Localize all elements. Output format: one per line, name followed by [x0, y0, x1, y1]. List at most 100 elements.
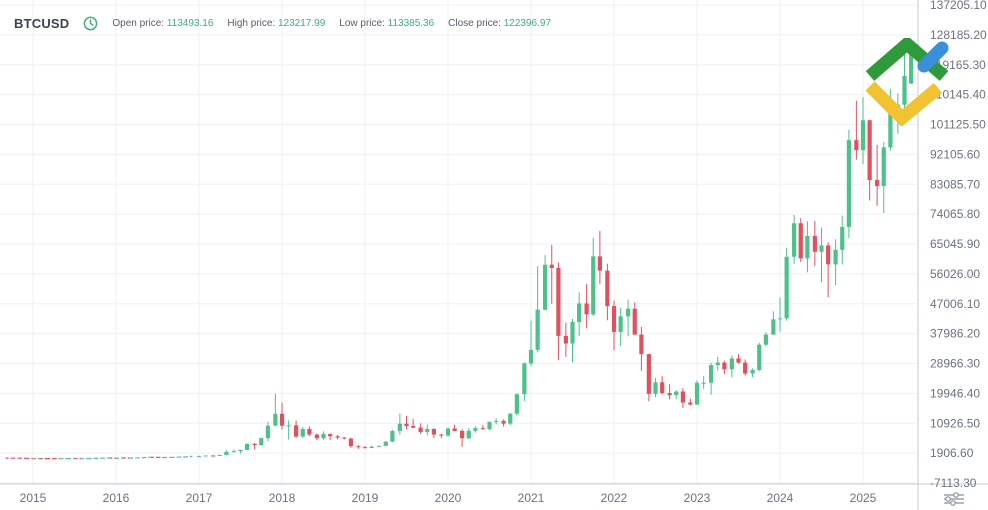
candle-body[interactable]	[846, 140, 851, 227]
candle-body[interactable]	[763, 334, 768, 345]
candle-body[interactable]	[549, 264, 554, 268]
candle-body[interactable]	[736, 358, 741, 363]
candle-body[interactable]	[348, 438, 353, 447]
candle-body[interactable]	[680, 391, 685, 403]
candle-body[interactable]	[653, 382, 658, 394]
candle-body[interactable]	[294, 425, 299, 437]
candle-body[interactable]	[854, 140, 859, 151]
candle-body[interactable]	[784, 256, 789, 319]
candle-body[interactable]	[688, 402, 693, 405]
candle-body[interactable]	[445, 428, 451, 436]
candle-body[interactable]	[508, 413, 513, 424]
candle-body[interactable]	[743, 362, 748, 374]
candle-body[interactable]	[632, 308, 637, 335]
candle-body[interactable]	[591, 256, 596, 315]
clock-icon[interactable]	[83, 16, 98, 31]
candle-body[interactable]	[819, 245, 824, 252]
candle-body[interactable]	[501, 420, 506, 424]
candle-body[interactable]	[618, 316, 623, 332]
candle-body[interactable]	[460, 430, 465, 439]
candle-body[interactable]	[563, 335, 568, 344]
candle-body[interactable]	[611, 306, 617, 332]
candle-body[interactable]	[411, 425, 416, 428]
candle-body[interactable]	[314, 434, 319, 439]
candle-body[interactable]	[203, 455, 208, 457]
candle-body[interactable]	[224, 451, 229, 455]
candle-body[interactable]	[528, 349, 534, 364]
candle-body[interactable]	[431, 428, 436, 435]
candle-body[interactable]	[425, 428, 430, 432]
candle-body[interactable]	[397, 423, 402, 431]
candle-body[interactable]	[667, 393, 672, 396]
candle-body[interactable]	[605, 270, 610, 307]
candle-body[interactable]	[356, 446, 361, 448]
candle-body[interactable]	[286, 425, 291, 427]
candle-body[interactable]	[709, 365, 714, 383]
symbol-label[interactable]: BTCUSD	[14, 15, 70, 31]
candle-body[interactable]	[377, 445, 382, 447]
candle-body[interactable]	[328, 433, 333, 437]
candle-body[interactable]	[833, 249, 838, 265]
candle-body[interactable]	[342, 437, 347, 439]
candle-body[interactable]	[902, 75, 907, 105]
candle-body[interactable]	[245, 443, 250, 450]
candle-body[interactable]	[750, 370, 755, 374]
candle-body[interactable]	[522, 363, 527, 395]
candle-body[interactable]	[626, 308, 631, 317]
candle-body[interactable]	[362, 447, 368, 449]
candle-body[interactable]	[757, 344, 762, 371]
candle-body[interactable]	[231, 451, 236, 453]
candle-body[interactable]	[543, 264, 548, 310]
candle-body[interactable]	[867, 120, 872, 181]
candle-body[interactable]	[383, 441, 388, 446]
candle-body[interactable]	[452, 428, 457, 431]
candle-body[interactable]	[535, 309, 540, 350]
candle-body[interactable]	[805, 235, 810, 259]
candle-body[interactable]	[597, 256, 602, 271]
candle-body[interactable]	[639, 334, 644, 355]
candle-body[interactable]	[196, 456, 202, 458]
candle-body[interactable]	[660, 382, 665, 394]
candle-body[interactable]	[321, 433, 326, 439]
candle-body[interactable]	[211, 455, 216, 457]
candle-body[interactable]	[694, 382, 700, 405]
candle-body[interactable]	[487, 421, 492, 430]
candle-body[interactable]	[715, 362, 720, 366]
candle-body[interactable]	[729, 358, 734, 370]
candle-body[interactable]	[252, 443, 257, 446]
candle-body[interactable]	[514, 394, 519, 414]
candle-body[interactable]	[480, 428, 485, 430]
candle-body[interactable]	[439, 434, 444, 436]
candle-body[interactable]	[466, 430, 471, 439]
candle-body[interactable]	[798, 223, 803, 259]
candle-body[interactable]	[390, 430, 395, 442]
candle-body[interactable]	[259, 438, 264, 446]
candle-body[interactable]	[556, 267, 561, 336]
candle-body[interactable]	[881, 147, 886, 187]
candle-body[interactable]	[265, 425, 270, 439]
candle-body[interactable]	[674, 391, 679, 396]
candle-body[interactable]	[888, 112, 893, 148]
candle-body[interactable]	[840, 226, 845, 250]
candle-body[interactable]	[584, 303, 589, 315]
candle-body[interactable]	[279, 413, 285, 426]
candle-body[interactable]	[777, 318, 783, 320]
candle-body[interactable]	[473, 428, 478, 431]
candle-body[interactable]	[418, 427, 423, 432]
candle-body[interactable]	[812, 235, 817, 252]
candle-body[interactable]	[771, 319, 776, 335]
candle-body[interactable]	[909, 54, 914, 84]
candle-body[interactable]	[404, 423, 409, 426]
candle-body[interactable]	[792, 223, 797, 257]
candle-body[interactable]	[273, 413, 278, 426]
candle-body[interactable]	[307, 428, 312, 435]
candle-body[interactable]	[494, 420, 499, 422]
candle-body[interactable]	[826, 245, 831, 265]
candle-body[interactable]	[369, 446, 374, 449]
candle-body[interactable]	[238, 449, 243, 452]
candle-body[interactable]	[300, 428, 305, 437]
candle-body[interactable]	[722, 362, 727, 370]
candle-body[interactable]	[217, 454, 222, 456]
candle-body[interactable]	[860, 120, 866, 151]
